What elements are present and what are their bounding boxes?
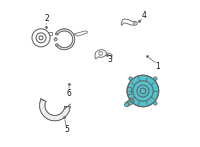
Circle shape: [154, 102, 157, 105]
Circle shape: [133, 81, 153, 101]
Text: 3: 3: [107, 55, 112, 64]
Text: 1: 1: [155, 62, 160, 71]
Polygon shape: [49, 32, 52, 35]
Polygon shape: [55, 29, 75, 50]
Polygon shape: [74, 31, 87, 36]
Circle shape: [125, 103, 129, 107]
Circle shape: [133, 22, 135, 24]
Circle shape: [137, 85, 149, 97]
Circle shape: [129, 77, 132, 80]
Polygon shape: [125, 98, 134, 106]
Circle shape: [39, 36, 43, 40]
Polygon shape: [64, 104, 70, 110]
Circle shape: [36, 33, 46, 43]
Text: 6: 6: [67, 89, 72, 98]
Polygon shape: [95, 50, 107, 59]
Circle shape: [54, 38, 57, 41]
Circle shape: [154, 77, 157, 80]
Polygon shape: [55, 33, 58, 34]
Circle shape: [99, 51, 103, 55]
Circle shape: [127, 75, 159, 107]
Text: 5: 5: [64, 125, 69, 134]
Circle shape: [32, 29, 50, 47]
Polygon shape: [121, 19, 137, 25]
Polygon shape: [40, 99, 70, 121]
Circle shape: [55, 39, 56, 40]
Circle shape: [129, 102, 132, 105]
Text: 2: 2: [44, 14, 49, 23]
Circle shape: [140, 88, 146, 94]
FancyBboxPatch shape: [127, 87, 132, 95]
Text: 4: 4: [141, 11, 146, 20]
